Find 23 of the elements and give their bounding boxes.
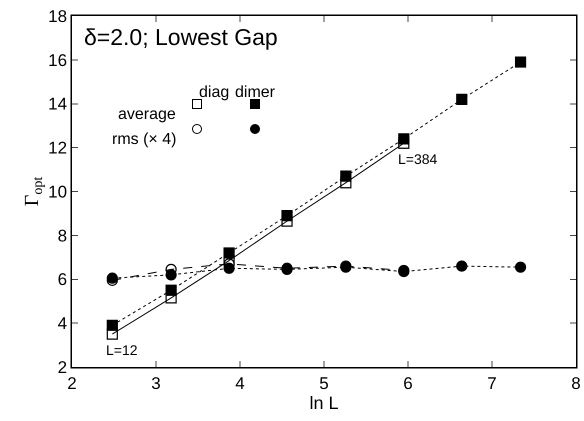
y-tick-label: 8 [58,226,68,246]
x-tick-label: 8 [571,374,581,393]
legend-label: rms (× 4) [112,131,176,148]
annotation: dimer [235,84,276,101]
x-tick-label: 5 [319,374,329,393]
y-tick-label: 12 [48,138,68,158]
y-tick-label: 2 [58,358,68,377]
y-tick-label: 10 [48,182,68,202]
y-tick-label: 14 [48,94,68,114]
y-tick-label: 4 [58,314,68,334]
annotation: L=12 [106,342,138,358]
x-tick-label: 6 [403,374,413,393]
x-tick-label: 3 [151,374,161,393]
chart-title: δ=2.0; Lowest Gap [84,24,278,50]
annotation: diag [199,84,230,101]
legend-label: average [118,106,176,123]
annotation: L=384 [398,151,438,167]
x-axis-title: ln L [309,392,339,413]
x-tick-label: 7 [487,374,497,393]
y-tick-label: 16 [48,50,68,70]
y-tick-label: 6 [58,270,68,290]
x-tick-label: 4 [235,374,245,393]
y-tick-label: 18 [48,6,68,26]
